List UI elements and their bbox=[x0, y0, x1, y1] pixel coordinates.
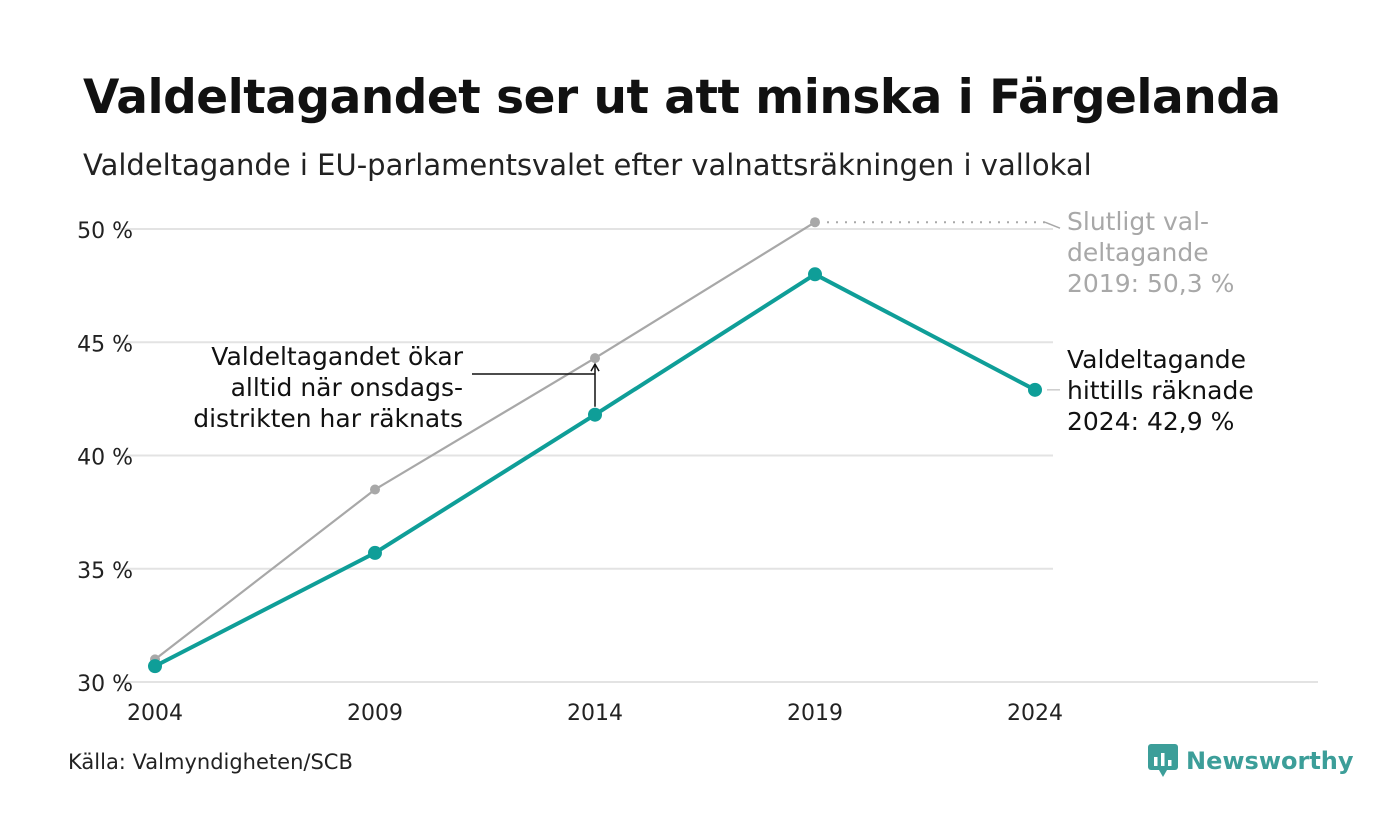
y-tick-label: 30 % bbox=[77, 672, 133, 697]
final-2019-leader-tick bbox=[1044, 221, 1061, 229]
brand-name: Newsworthy bbox=[1186, 747, 1354, 775]
y-tick-label: 40 % bbox=[77, 446, 133, 471]
x-tick-label: 2014 bbox=[567, 701, 623, 726]
wednesday-arrow-head bbox=[590, 362, 600, 372]
data-point-final bbox=[370, 484, 380, 495]
series-line-election_night bbox=[154, 272, 1036, 668]
final-2019-annotation: deltagande bbox=[1067, 238, 1209, 267]
x-tick-label: 2009 bbox=[347, 701, 403, 726]
data-point-election_night bbox=[808, 267, 822, 282]
brand-logo: Newsworthy bbox=[1148, 744, 1354, 778]
y-tick-label: 35 % bbox=[77, 559, 133, 584]
data-point-election_night bbox=[1028, 382, 1042, 397]
final-2019-annotation: Slutligt val- bbox=[1067, 207, 1209, 236]
x-tick-label: 2024 bbox=[1007, 701, 1063, 726]
data-point-final bbox=[810, 217, 820, 228]
data-point-election_night bbox=[368, 545, 382, 560]
x-tick-label: 2019 bbox=[787, 701, 843, 726]
wednesday-annotation: distrikten har räknats bbox=[193, 404, 463, 433]
chart-title: Valdeltagandet ser ut att minska i Färge… bbox=[83, 70, 1281, 125]
wednesday-annotation: Valdeltagandet ökar bbox=[211, 342, 463, 371]
newsworthy-logo-icon bbox=[1148, 744, 1178, 777]
data-point-election_night bbox=[588, 407, 602, 422]
counted-2024-annotation: 2024: 42,9 % bbox=[1067, 407, 1234, 436]
y-tick-label: 45 % bbox=[77, 332, 133, 357]
x-tick-label: 2004 bbox=[127, 701, 183, 726]
y-tick-label: 50 % bbox=[77, 219, 133, 244]
counted-2024-annotation: Valdeltagande bbox=[1067, 345, 1246, 374]
data-point-election_night bbox=[148, 659, 162, 674]
counted-2024-annotation: hittills räknade bbox=[1067, 376, 1254, 405]
source-note: Källa: Valmyndigheten/SCB bbox=[68, 750, 353, 774]
data-point-final bbox=[590, 353, 600, 364]
chart-subtitle: Valdeltagande i EU-parlamentsvalet efter… bbox=[83, 148, 1092, 182]
wednesday-annotation: alltid när onsdags- bbox=[231, 373, 463, 402]
final-2019-annotation: 2019: 50,3 % bbox=[1067, 269, 1234, 298]
series-line-final bbox=[154, 221, 816, 661]
